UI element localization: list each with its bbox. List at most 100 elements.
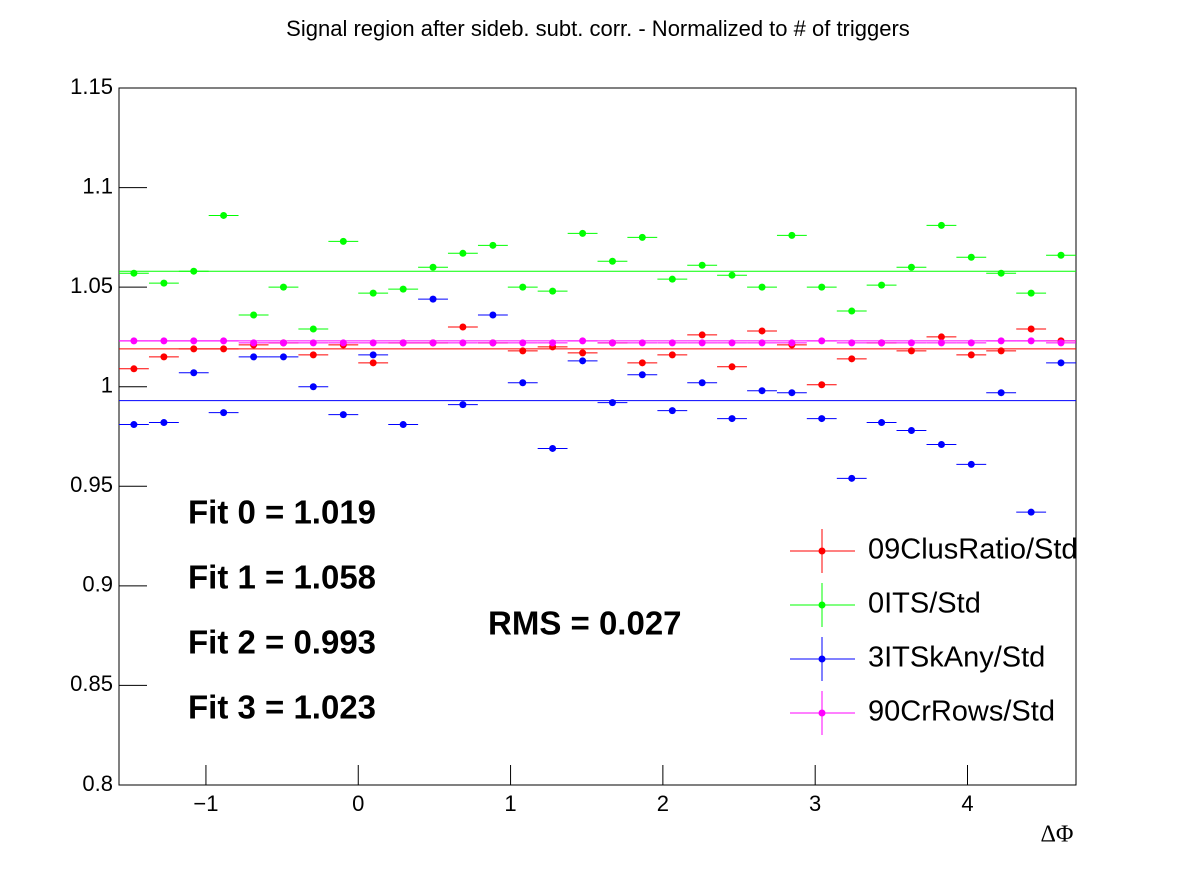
data-point bbox=[638, 339, 646, 347]
data-point bbox=[907, 263, 915, 271]
data-point bbox=[130, 421, 138, 429]
data-point bbox=[190, 369, 198, 377]
data-point bbox=[907, 347, 915, 355]
data-point bbox=[369, 339, 377, 347]
data-point bbox=[788, 339, 796, 347]
data-point bbox=[608, 399, 616, 407]
data-point bbox=[937, 333, 945, 341]
data-point bbox=[399, 285, 407, 293]
data-point bbox=[160, 337, 168, 345]
x-tick-label: 1 bbox=[504, 791, 516, 816]
data-point bbox=[818, 337, 826, 345]
data-point bbox=[907, 339, 915, 347]
data-point bbox=[1027, 289, 1035, 297]
data-point bbox=[638, 359, 646, 367]
data-point bbox=[997, 347, 1005, 355]
data-point bbox=[878, 419, 886, 427]
data-point bbox=[190, 337, 198, 345]
data-point bbox=[818, 381, 826, 389]
x-tick-label: −1 bbox=[193, 791, 218, 816]
data-point bbox=[369, 359, 377, 367]
data-point bbox=[549, 339, 557, 347]
data-point bbox=[698, 379, 706, 387]
legend-label: 09ClusRatio/Std bbox=[868, 534, 1078, 566]
data-point bbox=[220, 345, 228, 353]
chart-title: Signal region after sideb. subt. corr. -… bbox=[286, 16, 910, 41]
data-point bbox=[848, 474, 856, 482]
plot-frame bbox=[118, 87, 1077, 786]
data-point bbox=[608, 339, 616, 347]
data-point bbox=[668, 275, 676, 283]
data-point bbox=[848, 339, 856, 347]
data-point bbox=[668, 339, 676, 347]
data-point bbox=[489, 339, 497, 347]
data-point bbox=[190, 267, 198, 275]
data-point bbox=[788, 389, 796, 397]
data-point bbox=[369, 289, 377, 297]
legend-marker bbox=[818, 547, 826, 555]
data-point bbox=[459, 339, 467, 347]
data-point bbox=[549, 444, 557, 452]
data-point bbox=[519, 347, 527, 355]
x-tick-label: 3 bbox=[809, 791, 821, 816]
data-point bbox=[579, 337, 587, 345]
data-point bbox=[190, 345, 198, 353]
data-point bbox=[758, 387, 766, 395]
x-tick-label: 2 bbox=[657, 791, 669, 816]
data-point bbox=[489, 241, 497, 249]
y-tick-label: 0.95 bbox=[70, 472, 113, 497]
data-point bbox=[429, 339, 437, 347]
data-point bbox=[1027, 508, 1035, 516]
data-point bbox=[459, 323, 467, 331]
data-point bbox=[579, 349, 587, 357]
x-axis-label: ΔΦ bbox=[1041, 822, 1074, 848]
data-point bbox=[967, 460, 975, 468]
x-tick-label: 0 bbox=[352, 791, 364, 816]
data-point bbox=[220, 337, 228, 345]
data-point bbox=[997, 389, 1005, 397]
data-point bbox=[1057, 339, 1065, 347]
data-point bbox=[937, 221, 945, 229]
data-point bbox=[250, 353, 258, 361]
data-point bbox=[579, 357, 587, 365]
y-tick-label: 0.8 bbox=[82, 771, 113, 796]
legend-label: 3ITSkAny/Std bbox=[868, 642, 1045, 674]
data-point bbox=[339, 411, 347, 419]
data-point bbox=[579, 229, 587, 237]
fit-annotation: Fit 1 = 1.058 bbox=[188, 559, 376, 596]
y-tick-label: 0.9 bbox=[82, 572, 113, 597]
data-point bbox=[339, 237, 347, 245]
data-point bbox=[937, 339, 945, 347]
data-point bbox=[369, 351, 377, 359]
data-point bbox=[997, 269, 1005, 277]
data-point bbox=[878, 339, 886, 347]
data-point bbox=[967, 253, 975, 261]
data-point bbox=[279, 353, 287, 361]
data-point bbox=[967, 339, 975, 347]
fit-annotation: Fit 0 = 1.019 bbox=[188, 494, 376, 531]
fit-annotation: Fit 3 = 1.023 bbox=[188, 689, 376, 726]
data-point bbox=[668, 351, 676, 359]
legend-marker bbox=[818, 601, 826, 609]
data-point bbox=[848, 307, 856, 315]
data-point bbox=[279, 339, 287, 347]
data-point bbox=[160, 279, 168, 287]
data-point bbox=[1027, 325, 1035, 333]
data-point bbox=[519, 379, 527, 387]
data-point bbox=[130, 337, 138, 345]
data-point bbox=[549, 287, 557, 295]
data-point bbox=[907, 427, 915, 435]
data-point bbox=[878, 281, 886, 289]
data-point bbox=[309, 383, 317, 391]
data-point bbox=[279, 283, 287, 291]
data-point bbox=[728, 339, 736, 347]
data-point bbox=[728, 415, 736, 423]
data-point bbox=[818, 283, 826, 291]
data-point bbox=[698, 261, 706, 269]
data-point bbox=[250, 311, 258, 319]
data-point bbox=[250, 339, 258, 347]
data-point bbox=[459, 249, 467, 257]
data-point bbox=[160, 353, 168, 361]
legend-marker bbox=[818, 655, 826, 663]
